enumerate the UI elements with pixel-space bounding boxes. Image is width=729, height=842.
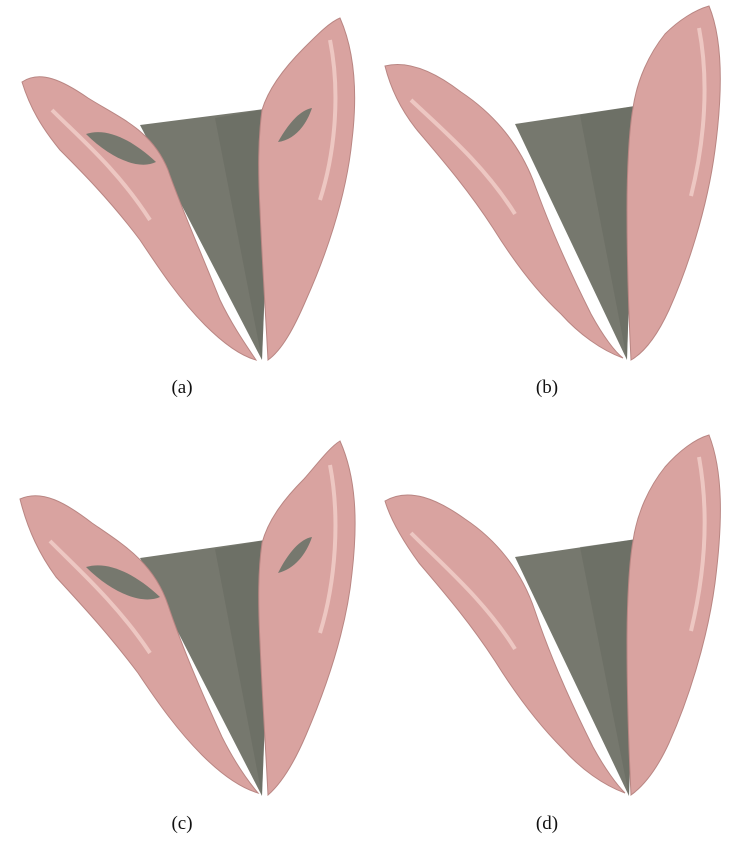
gray-plane [140,539,272,796]
caption-c: (c) [171,813,193,834]
caption-a: (a) [171,377,193,398]
right-surface [258,440,356,797]
panel-d-render [384,434,721,796]
left-surface [384,494,626,794]
highlight [48,539,152,655]
panel-a-render [21,17,356,361]
right-surface [258,17,356,361]
gray-plane [515,539,637,796]
right-hole [278,537,312,573]
right-surface [626,5,721,361]
panel-c-render [19,440,356,797]
caption-b: (b) [535,377,559,398]
panel-c: (c) [0,421,364,842]
right-hole [278,108,312,142]
panel-b: (b) [365,0,729,421]
caption-d: (d) [535,813,559,834]
gray-plane-shade [215,108,272,360]
left-surface [21,76,258,361]
panel-a: (a) [0,0,364,421]
left-hole [86,132,156,165]
gray-plane [515,106,635,360]
highlight [318,464,338,634]
gray-plane-shade [215,539,272,796]
highlight [689,27,707,197]
left-hole [86,565,160,600]
right-surface [626,434,721,796]
gray-plane-shade [580,106,635,360]
highlight [409,98,517,216]
highlight [318,39,338,201]
gray-plane [140,108,272,360]
panel-b-render [384,5,721,361]
left-surface [384,63,624,359]
panel-d: (d) [365,421,729,842]
highlight [409,531,517,651]
highlight [689,456,707,632]
highlight [50,108,152,222]
gray-plane-shade [580,539,637,796]
